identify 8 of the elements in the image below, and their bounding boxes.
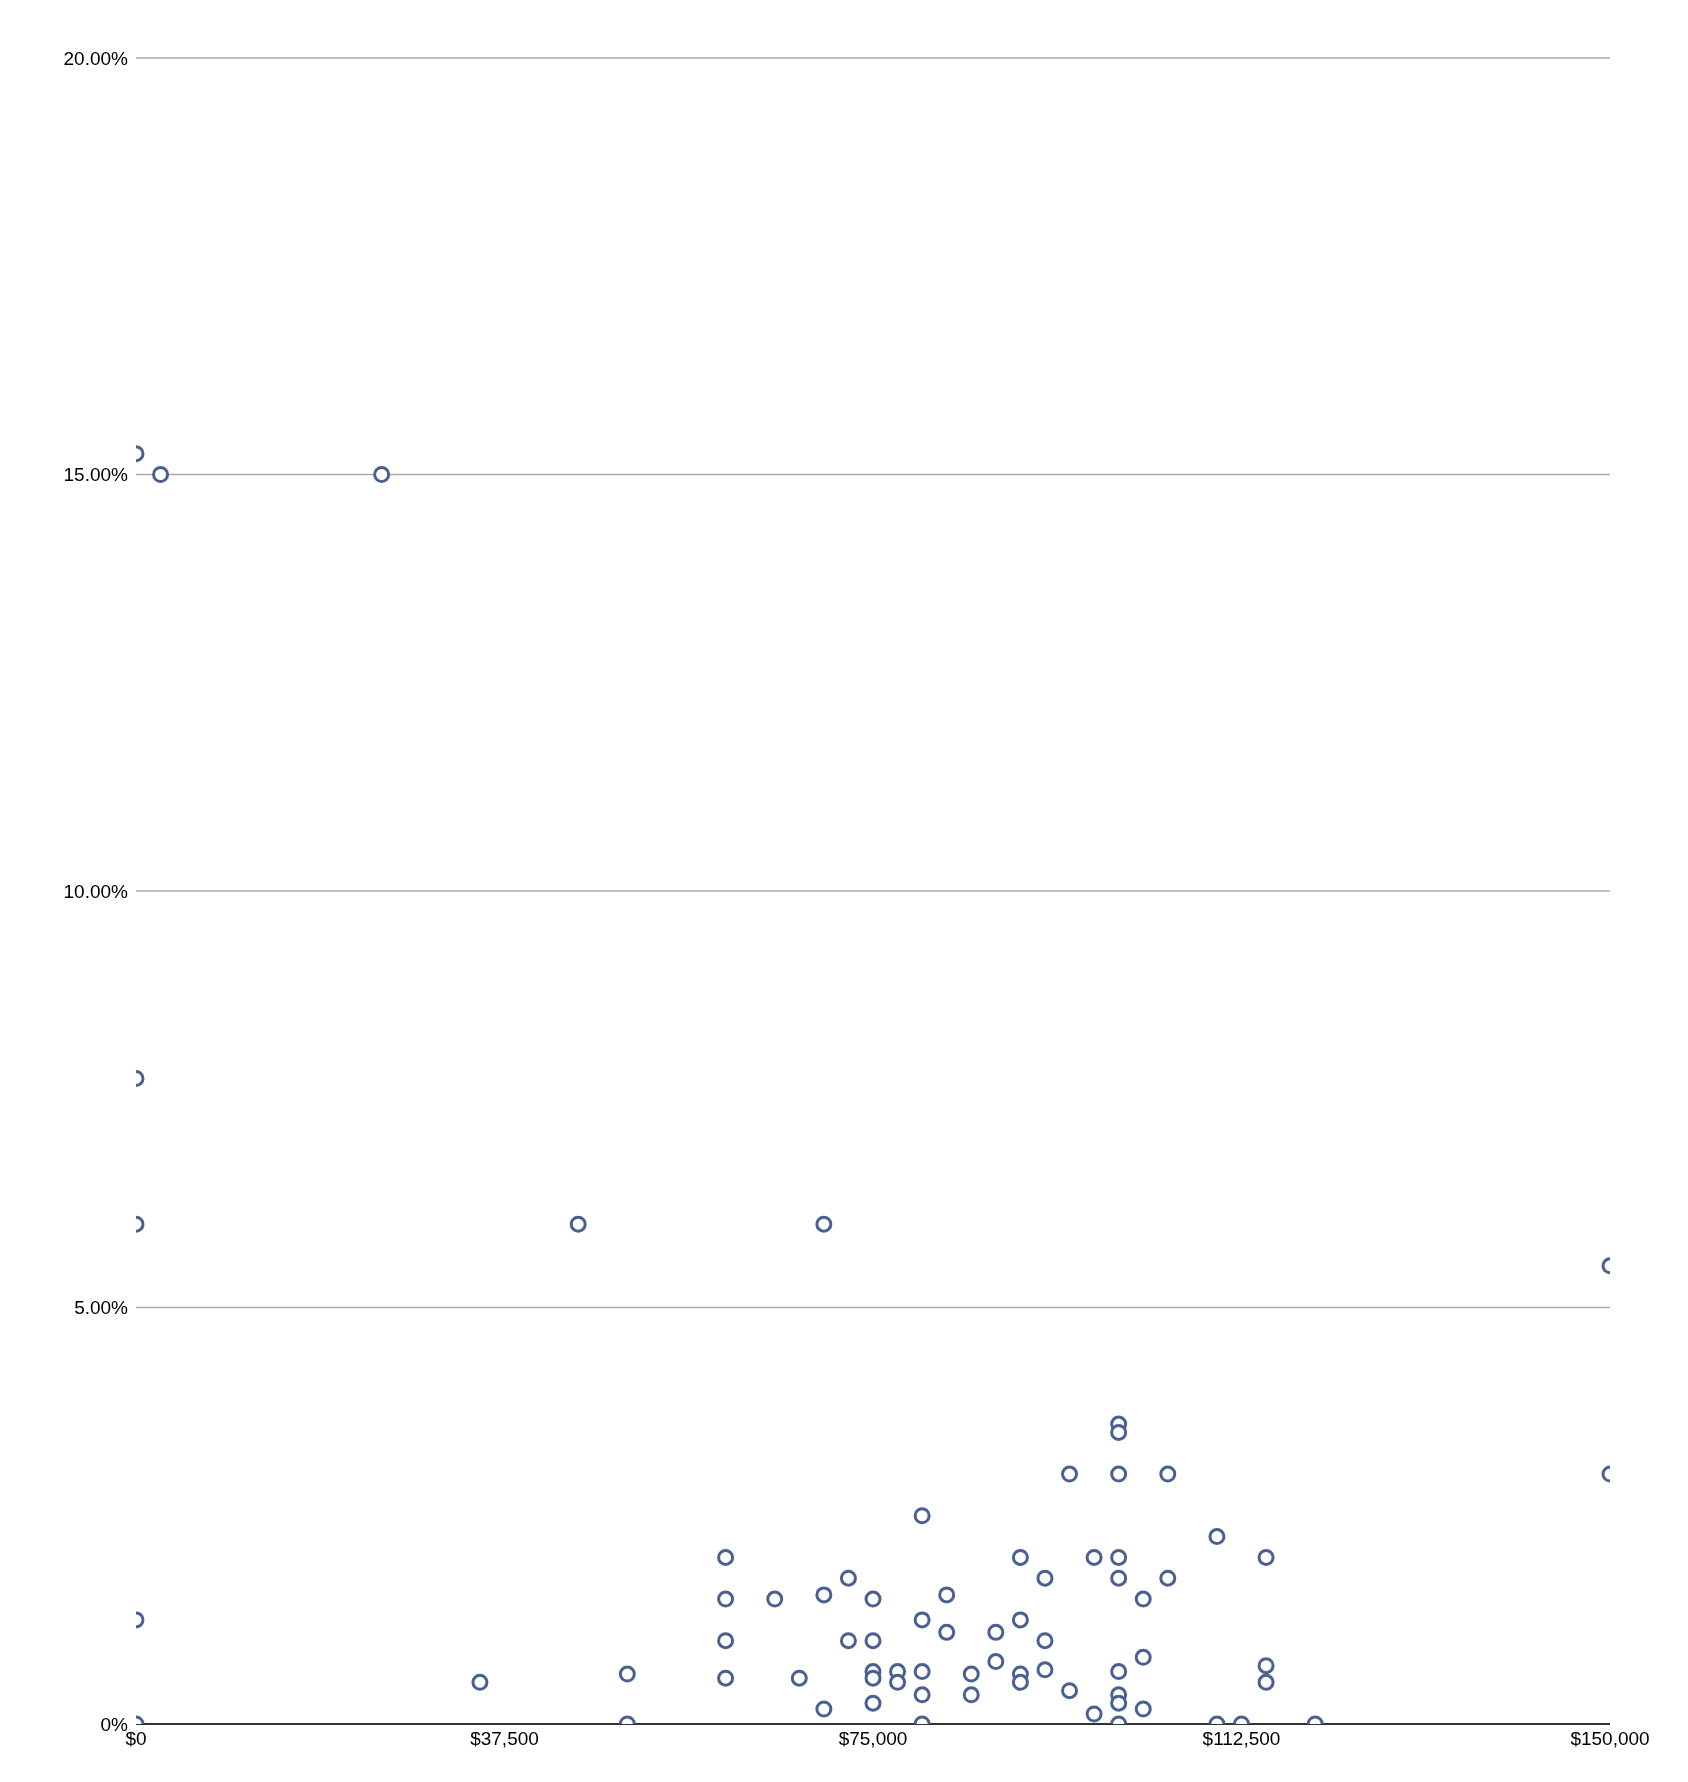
x-tick-label: $150,000	[1570, 1728, 1650, 1750]
y-tick-label: 20.00%	[63, 47, 129, 69]
y-tick-label: 15.00%	[63, 464, 129, 486]
x-tick-label: $75,000	[838, 1728, 908, 1750]
y-tick-label: 5.00%	[74, 1297, 129, 1319]
x-tick-label: $37,500	[470, 1728, 539, 1750]
y-tick-label: 10.00%	[63, 880, 129, 902]
x-tick-label: $112,500	[1202, 1728, 1281, 1750]
